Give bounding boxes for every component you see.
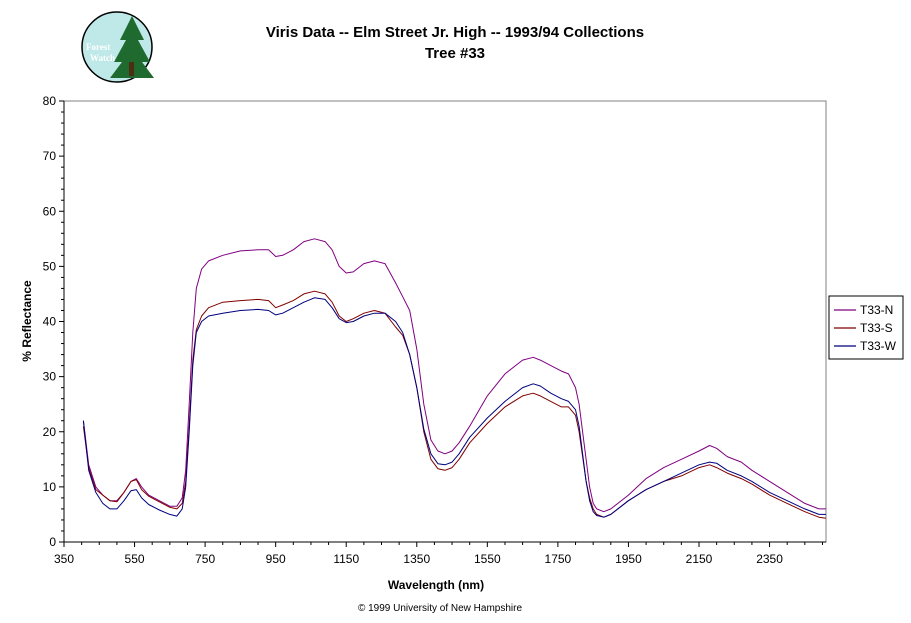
legend-label-t33-w: T33-W: [860, 339, 897, 353]
legend-label-t33-n: T33-N: [860, 303, 893, 317]
y-tick-label: 20: [43, 425, 57, 439]
y-tick-label: 60: [43, 204, 57, 218]
y-tick-label: 80: [43, 94, 57, 108]
y-tick-label: 30: [43, 370, 57, 384]
chart-title: Viris Data -- Elm Street Jr. High -- 199…: [266, 24, 644, 41]
x-tick-label: 1550: [474, 552, 501, 566]
chart-subtitle: Tree #33: [425, 45, 485, 62]
x-tick-label: 750: [195, 552, 215, 566]
x-tick-label: 1750: [545, 552, 572, 566]
x-axis: 350 550 750 950 1150 1350 1550 1750 1950 2150 2350: [54, 541, 826, 566]
forest-watch-logo: Forest Watch: [81, 11, 154, 83]
logo-text-line2: Watch: [90, 53, 115, 63]
x-tick-label: 1150: [333, 552, 359, 566]
y-tick-label: 50: [43, 259, 57, 273]
legend: T33-N T33-S T33-W: [828, 295, 904, 360]
plot-area: [63, 100, 827, 543]
copyright-credit: © 1999 University of New Hampshire: [358, 603, 523, 614]
series-line-t33-n: [82, 238, 826, 513]
logo-text-line1: Forest: [86, 42, 110, 52]
y-axis: 0 10 20 30 40 50 60 70 80: [43, 94, 65, 549]
x-axis-label: Wavelength (nm): [388, 578, 484, 592]
y-tick-label: 40: [43, 315, 57, 329]
y-tick-label: 10: [43, 480, 57, 494]
legend-label-t33-s: T33-S: [860, 321, 893, 335]
y-tick-label: 70: [43, 149, 57, 163]
x-tick-label: 2350: [756, 552, 783, 566]
plot-border: [63, 100, 827, 543]
x-tick-label: 1350: [403, 552, 430, 566]
series-layer: [82, 238, 827, 519]
x-tick-label: 550: [125, 552, 145, 566]
series-line-t33-w: [82, 297, 826, 518]
x-tick-label: 2150: [686, 552, 713, 566]
x-tick-label: 350: [54, 552, 74, 566]
x-tick-label: 1950: [615, 552, 642, 566]
y-tick-label: 0: [49, 535, 56, 549]
y-axis-label: % Reflectance: [20, 280, 34, 362]
x-tick-label: 950: [266, 552, 286, 566]
